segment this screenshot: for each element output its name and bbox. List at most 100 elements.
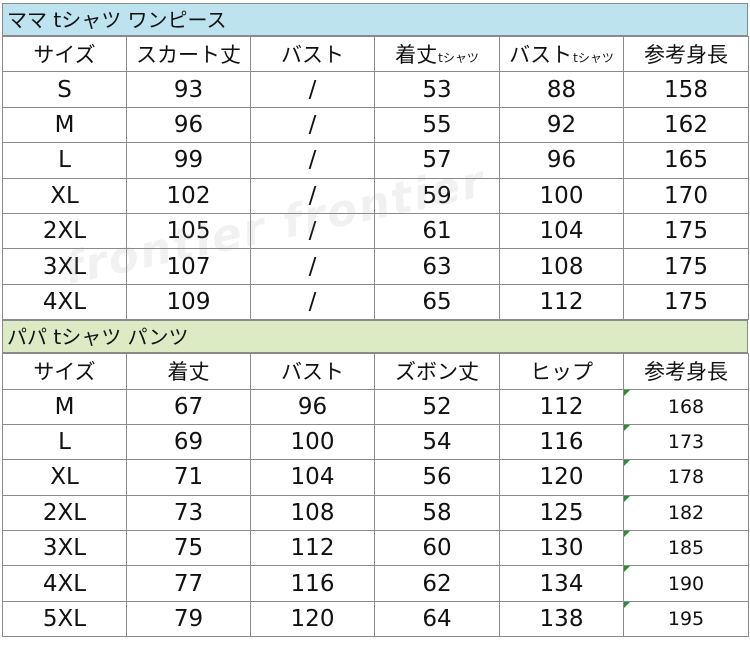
mama-table-cell: 175 [623, 212, 749, 250]
papa-table-cell: 2XL [2, 494, 127, 532]
papa-table-cell: 104 [250, 459, 375, 496]
mama-table-body: サイズ スカート丈 バスト 着丈tシャツ バストtシャツ 参考身長 S 93/53… [2, 35, 749, 321]
papa-table-cell: 60 [374, 530, 500, 567]
mama-table-cell: 4XL [2, 283, 127, 321]
mama-table-cell: 104 [499, 212, 624, 250]
mama-table-row: 2XL 105/61 104 175 [2, 212, 749, 250]
mama-table-cell: S [2, 71, 127, 108]
papa-table-cell: 96 [250, 388, 375, 425]
mama-header-tshirt-length: 着丈tシャツ [374, 35, 500, 73]
mama-table-cell: / [250, 106, 375, 144]
papa-table-cell: 64 [374, 600, 500, 638]
papa-table-body: サイズ 着丈 バスト ズボン丈 ヒップ 参考身長 M 67 96 52 112 168 L 6… [2, 353, 749, 638]
mama-table-cell: 99 [126, 142, 251, 179]
papa-table-cell: XL [2, 459, 127, 496]
mama-table-cell: 112 [499, 283, 624, 321]
papa-table-cell: 77 [126, 565, 251, 602]
papa-table-cell: 182 [623, 494, 749, 532]
mama-header-tshirt-length-label: 着丈 [395, 43, 438, 68]
mama-table-cell: 158 [623, 71, 749, 108]
mama-header-tshirt-length-suffix: tシャツ [438, 51, 479, 66]
mama-header-tshirt-bust-suffix: tシャツ [573, 51, 614, 66]
papa-section-title: パパ tシャツ パンツ [2, 320, 748, 354]
mama-table-cell: 162 [623, 106, 749, 144]
mama-table-cell: 107 [126, 248, 251, 285]
papa-table-cell: 3XL [2, 530, 127, 567]
papa-table-cell: 52 [374, 388, 500, 425]
papa-table-cell: 168 [623, 388, 749, 425]
mama-header-ref-height: 参考身長 [623, 35, 749, 73]
papa-table-cell: 185 [623, 530, 749, 567]
mama-header-bust: バスト [250, 35, 375, 73]
papa-table-cell: 69 [126, 423, 251, 461]
mama-table-cell: 93 [126, 71, 251, 108]
papa-table-cell: 58 [374, 494, 500, 532]
mama-header-tshirt-bust: バストtシャツ [499, 35, 624, 73]
papa-table-row: 3XL 75 112 60 130 185 [2, 530, 749, 567]
size-chart: ママ tシャツ ワンピース サイズ スカート丈 バスト 着丈tシャツ バストtシ… [2, 3, 749, 638]
mama-table-cell: 88 [499, 71, 624, 108]
papa-table-cell: 5XL [2, 600, 127, 638]
mama-table-cell: 57 [374, 142, 500, 179]
papa-table-row: 5XL 79 120 64 138 195 [2, 600, 749, 638]
mama-table-cell: 108 [499, 248, 624, 285]
papa-table-row: 2XL 73 108 58 125 182 [2, 494, 749, 532]
mama-table-row: S 93/53 88 158 [2, 71, 749, 108]
papa-table-cell: 134 [499, 565, 624, 602]
papa-header-pants-length: ズボン丈 [374, 353, 500, 390]
mama-table-cell: 100 [499, 177, 624, 214]
mama-table-cell: 53 [374, 71, 500, 108]
mama-header-skirt-length: スカート丈 [126, 35, 251, 73]
papa-table-cell: 190 [623, 565, 749, 602]
papa-table-cell: 4XL [2, 565, 127, 602]
papa-table-cell: 73 [126, 494, 251, 532]
mama-table-cell: XL [2, 177, 127, 214]
mama-section-title: ママ tシャツ ワンピース [2, 3, 748, 36]
mama-table-cell: 96 [126, 106, 251, 144]
papa-header-row: サイズ 着丈 バスト ズボン丈 ヒップ 参考身長 [2, 353, 749, 390]
papa-table-row: 4XL 77 116 62 134 190 [2, 565, 749, 602]
papa-table-cell: 67 [126, 388, 251, 425]
mama-size-table: サイズ スカート丈 バスト 着丈tシャツ バストtシャツ 参考身長 S 93/53… [2, 35, 749, 321]
papa-table-cell: 178 [623, 459, 749, 496]
papa-header-length: 着丈 [126, 353, 251, 390]
papa-table-cell: 79 [126, 600, 251, 638]
papa-table-cell: 125 [499, 494, 624, 532]
mama-table-row: M 96/55 92 162 [2, 106, 749, 144]
mama-table-cell: / [250, 71, 375, 108]
mama-table-cell: 170 [623, 177, 749, 214]
papa-table-cell: 112 [499, 388, 624, 425]
papa-table-cell: 71 [126, 459, 251, 496]
mama-table-cell: 175 [623, 283, 749, 321]
papa-table-cell: 54 [374, 423, 500, 461]
mama-table-cell: L [2, 142, 127, 179]
papa-table-cell: 120 [250, 600, 375, 638]
mama-table-cell: M [2, 106, 127, 144]
papa-header-size: サイズ [2, 353, 127, 390]
papa-table-cell: M [2, 388, 127, 425]
mama-table-cell: 165 [623, 142, 749, 179]
papa-table-cell: 130 [499, 530, 624, 567]
papa-header-bust: バスト [250, 353, 375, 390]
mama-table-cell: / [250, 142, 375, 179]
mama-table-cell: 3XL [2, 248, 127, 285]
mama-table-cell: 109 [126, 283, 251, 321]
papa-table-cell: 116 [499, 423, 624, 461]
papa-table-cell: 100 [250, 423, 375, 461]
mama-table-cell: 96 [499, 142, 624, 179]
mama-table-cell: 102 [126, 177, 251, 214]
papa-table-cell: 108 [250, 494, 375, 532]
mama-table-cell: 65 [374, 283, 500, 321]
mama-header-size: サイズ [2, 35, 127, 73]
papa-table-cell: 138 [499, 600, 624, 638]
mama-table-cell: / [250, 248, 375, 285]
papa-table-cell: 62 [374, 565, 500, 602]
mama-table-row: XL 102/59 100 170 [2, 177, 749, 214]
papa-table-cell: 195 [623, 600, 749, 638]
mama-table-cell: 63 [374, 248, 500, 285]
papa-table-cell: 56 [374, 459, 500, 496]
papa-header-hip: ヒップ [499, 353, 624, 390]
papa-table-cell: 75 [126, 530, 251, 567]
papa-table-cell: 173 [623, 423, 749, 461]
papa-table-row: XL 71 104 56 120 178 [2, 459, 749, 496]
